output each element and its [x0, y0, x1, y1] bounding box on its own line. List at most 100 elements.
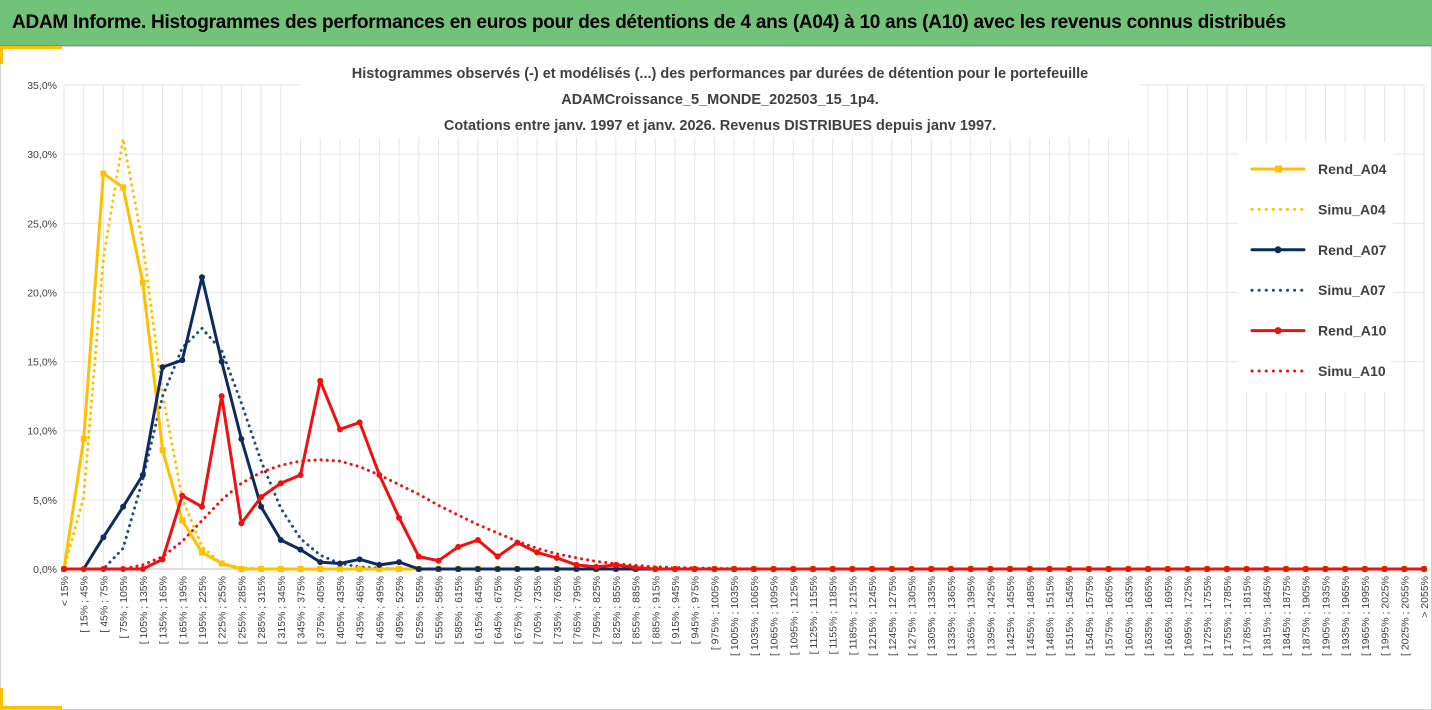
x-tick-label: [ 1095% ; 1125%: [788, 576, 800, 655]
x-tick-label: [ 1635% ; 1665%: [1143, 576, 1155, 656]
legend-marker: [1275, 165, 1282, 173]
data-point: [1066, 566, 1073, 572]
data-point: [218, 393, 225, 400]
data-point: [376, 561, 383, 568]
data-point: [928, 566, 935, 572]
accent-line-left-bottom: [0, 688, 3, 709]
data-point: [553, 554, 560, 561]
x-tick-label: [ 1815% ; 1845%: [1261, 576, 1273, 656]
data-point: [100, 566, 107, 572]
gridlines: [63, 84, 1425, 570]
data-point: [612, 561, 619, 568]
data-point: [612, 566, 619, 572]
y-tick-label: 25,0%: [27, 218, 57, 230]
y-tick-label: 5,0%: [33, 495, 57, 507]
data-point: [987, 566, 994, 572]
x-tick-label: [ 1035% ; 1065%: [749, 576, 761, 656]
y-tick-label: 10,0%: [27, 426, 57, 438]
data-point: [258, 503, 265, 510]
x-tick-label: [ 1395% ; 1425%: [985, 576, 997, 656]
x-tick-label: [ 705% ; 735%: [532, 576, 544, 644]
data-point: [829, 566, 836, 572]
x-tick-label: [ 495% ; 525%: [394, 576, 406, 644]
x-tick-label: [ 1725% ; 1755%: [1202, 576, 1214, 656]
legend-marker: [1274, 327, 1282, 335]
data-point: [435, 566, 442, 572]
x-tick-label: [ 675% ; 705%: [512, 576, 524, 644]
data-point: [159, 364, 166, 371]
data-point: [1145, 566, 1152, 572]
data-point: [1263, 566, 1270, 572]
data-point: [1105, 566, 1112, 572]
series-markers-rend_a07: [61, 274, 1427, 572]
data-point: [652, 566, 659, 572]
data-point: [573, 566, 580, 572]
x-tick-label: [ 15% ; 45%: [79, 576, 91, 633]
legend-label: Simu_A10: [1318, 363, 1386, 379]
data-point: [869, 566, 876, 572]
data-point: [415, 553, 422, 560]
data-point: [967, 566, 974, 572]
data-point: [731, 566, 738, 572]
x-tick-label: [ 1215% ; 1245%: [867, 576, 879, 656]
data-point: [1322, 566, 1329, 572]
chart-title-background: [300, 58, 1140, 138]
chart-title-line-3: Cotations entre janv. 1997 et janv. 2026…: [444, 118, 996, 134]
data-point: [336, 566, 343, 572]
data-point: [1046, 566, 1053, 572]
x-tick-label: [ 1485% ; 1515%: [1045, 576, 1057, 656]
x-tick-label: [ 255% ; 285%: [236, 576, 248, 644]
data-point: [514, 539, 521, 546]
x-tick-label: < 15%: [59, 576, 71, 606]
legend-label: Rend_A10: [1318, 323, 1387, 339]
data-point: [455, 543, 462, 550]
x-tick-label: [ 735% ; 765%: [552, 576, 564, 644]
x-tick-label: [ 795% ; 825%: [591, 576, 603, 644]
x-tick-label: [ 1245% ; 1275%: [887, 576, 899, 656]
data-point: [947, 566, 954, 572]
x-tick-label: [ 1185% ; 1215%: [847, 576, 859, 655]
legend-item-simu_a10: Simu_A10: [1250, 363, 1386, 379]
x-tick-label: [ 555% ; 585%: [433, 576, 445, 644]
data-point: [120, 503, 127, 510]
data-point: [514, 566, 521, 572]
legend-item-simu_a07: Simu_A07: [1250, 282, 1386, 298]
data-point: [790, 566, 797, 572]
x-tick-label: [ 1125% ; 1155%: [808, 576, 820, 654]
data-point: [1125, 566, 1132, 572]
data-point: [297, 546, 304, 553]
data-point: [336, 560, 343, 567]
data-point: [218, 358, 225, 365]
data-point: [238, 436, 245, 443]
data-point: [672, 566, 679, 572]
data-point: [1381, 566, 1388, 572]
x-tick-label: [ 1545% ; 1575%: [1084, 576, 1096, 656]
legend: Rend_A04 Simu_A04 Rend_A07 Simu_A07 Rend_A10…: [1238, 142, 1393, 392]
data-point: [277, 536, 284, 543]
x-tick-label: [ 45% ; 75%: [98, 576, 110, 633]
data-point: [1283, 566, 1290, 572]
data-point: [100, 534, 107, 541]
data-point: [80, 436, 87, 443]
x-tick-label: [ 435% ; 465%: [355, 576, 367, 644]
x-tick-label: [ 615% ; 645%: [473, 576, 485, 644]
x-tick-label: [ 1455% ; 1485%: [1025, 576, 1037, 656]
x-tick-label: [ 945% ; 975%: [690, 576, 702, 644]
data-point: [494, 566, 501, 572]
data-point: [1302, 566, 1309, 572]
data-point: [396, 514, 403, 521]
data-point: [1007, 566, 1014, 572]
data-point: [356, 556, 363, 563]
x-tick-label: [ 585% ; 615%: [453, 576, 465, 644]
data-point: [632, 564, 639, 571]
x-tick-label: [ 1785% ; 1815%: [1242, 576, 1254, 656]
legend-item-rend_a04: Rend_A04: [1250, 161, 1387, 177]
x-tick-label: [ 1335% ; 1365%: [946, 576, 958, 656]
data-point: [691, 566, 698, 572]
data-point: [1421, 566, 1427, 572]
x-tick-label: [ 375% ; 405%: [315, 576, 327, 644]
x-tick-label: [ 195% ; 225%: [197, 576, 209, 644]
x-tick-label: [ 1575% ; 1605%: [1104, 576, 1116, 656]
data-point: [1401, 566, 1408, 572]
data-point: [179, 357, 186, 364]
